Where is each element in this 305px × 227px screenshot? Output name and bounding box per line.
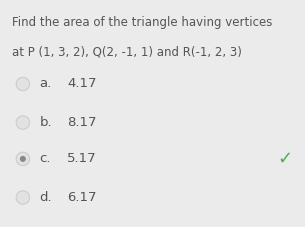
Ellipse shape — [16, 77, 30, 91]
Text: Find the area of the triangle having vertices: Find the area of the triangle having ver… — [12, 16, 273, 29]
Text: ✓: ✓ — [278, 150, 293, 168]
Text: 4.17: 4.17 — [67, 77, 97, 91]
Ellipse shape — [20, 156, 26, 162]
Ellipse shape — [16, 116, 30, 129]
Text: b.: b. — [40, 116, 52, 129]
Text: 5.17: 5.17 — [67, 152, 97, 165]
Text: 6.17: 6.17 — [67, 191, 97, 204]
Text: c.: c. — [40, 152, 51, 165]
Ellipse shape — [16, 152, 30, 166]
Text: 8.17: 8.17 — [67, 116, 97, 129]
Ellipse shape — [16, 191, 30, 204]
Text: a.: a. — [40, 77, 52, 91]
Text: at P (1, 3, 2), Q(2, -1, 1) and R(-1, 2, 3): at P (1, 3, 2), Q(2, -1, 1) and R(-1, 2,… — [12, 45, 242, 58]
Text: d.: d. — [40, 191, 52, 204]
